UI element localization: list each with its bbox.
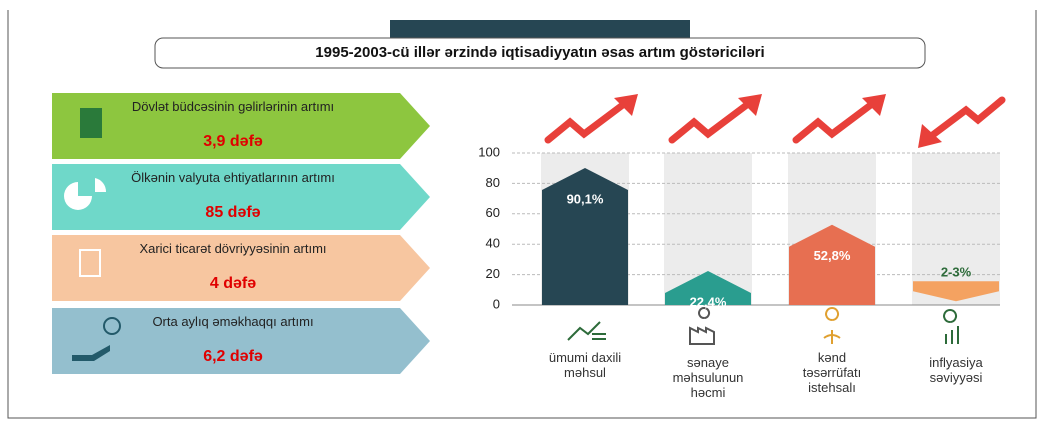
inflation-icon (943, 309, 959, 344)
panel-label: Orta aylıq əməkhaqqı artımı (152, 314, 314, 329)
panel (52, 93, 430, 159)
trend-arrow (922, 96, 1006, 144)
panel-value: 85 dəfə (205, 204, 261, 221)
panel-label: Xarici ticarət dövriyyəsinin artımı (139, 241, 327, 256)
panel-label: Dövlət büdcəsinin gəlirlərinin artımı (131, 99, 335, 114)
coin-icon (103, 317, 121, 335)
trend-arrows (544, 96, 1006, 144)
trend-arrow (668, 100, 752, 144)
column-band (912, 153, 1000, 305)
x-tick-label: sənaye məhsulunun həcmi (672, 355, 744, 400)
arrow-head (918, 124, 942, 148)
panel (52, 235, 430, 301)
panel (52, 308, 430, 374)
hand-icon (72, 345, 110, 361)
panel-label: Ölkənin valyuta ehtiyatlarının artımı (131, 170, 335, 185)
bar (542, 168, 628, 305)
value-label: 2-3% (941, 265, 972, 280)
arrow-head (862, 94, 886, 116)
panels (52, 93, 430, 374)
gdp-icon (567, 321, 606, 341)
panel-icons (64, 108, 121, 361)
bank-icon (80, 108, 102, 138)
title-box (154, 37, 926, 69)
factory-icon (689, 307, 715, 345)
x-tick-label: inflyasiya səviyyəsi (929, 355, 983, 385)
panel-value: 6,2 dəfə (203, 348, 263, 365)
bar (665, 270, 751, 305)
y-tick-label: 100 (478, 144, 500, 159)
y-tick-label: 80 (486, 175, 500, 190)
panel-value: 4 dəfə (209, 275, 257, 292)
y-tick-label: 40 (486, 236, 500, 251)
pie-icon (64, 178, 107, 210)
trend-arrow (792, 100, 876, 144)
flower-icon (823, 307, 841, 344)
arrow-head (614, 94, 638, 116)
doc-icon (79, 249, 101, 277)
bar (789, 224, 875, 305)
panel (52, 164, 430, 230)
arrow-heads (614, 94, 942, 148)
y-tick-label: 0 (493, 296, 500, 311)
header-bar (390, 20, 690, 38)
x-tick-label: ümumi daxili məhsul (548, 350, 622, 380)
panel-value: 3,9 dəfə (203, 133, 263, 150)
title: 1995-2003-cü illər ərzində iqtisadiyyatı… (315, 44, 765, 61)
value-label: 22,4% (690, 294, 727, 309)
category-icons (567, 307, 959, 345)
arrow-head (738, 94, 762, 116)
trend-arrow (544, 100, 628, 144)
frame (7, 10, 1037, 419)
y-tick-label: 60 (486, 205, 500, 220)
x-tick-label: kənd təsərrüfatı istehsalı (802, 350, 862, 395)
value-label: 90,1% (567, 191, 604, 206)
y-tick-label: 20 (486, 266, 500, 281)
value-label: 52,8% (814, 248, 851, 263)
bar (913, 281, 999, 302)
